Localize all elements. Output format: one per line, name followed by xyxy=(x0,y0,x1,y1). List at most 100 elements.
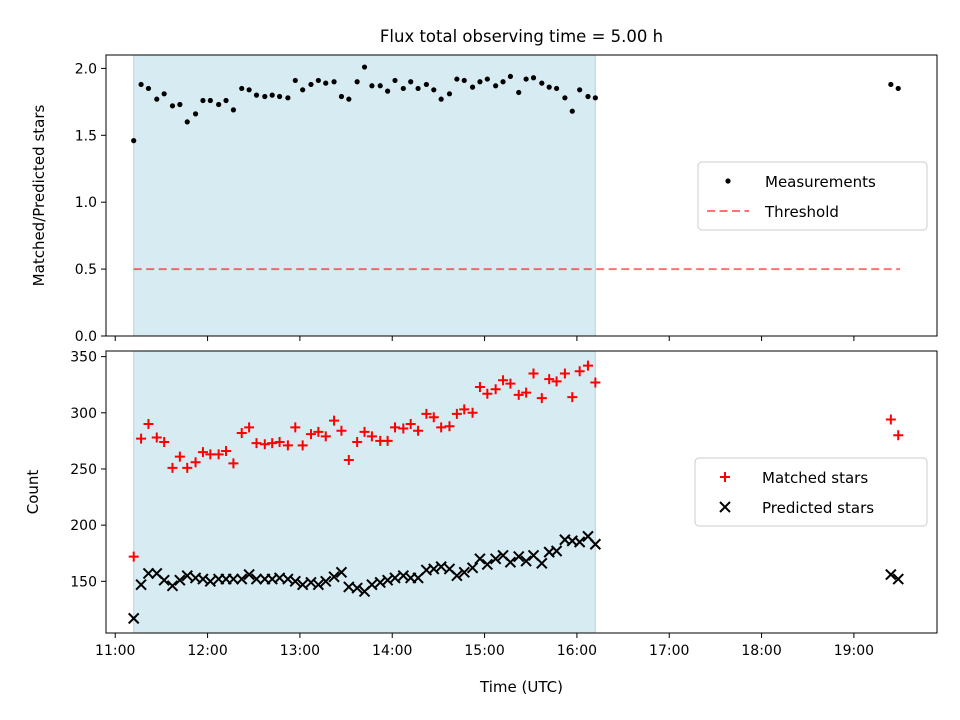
measurement-point xyxy=(315,77,321,84)
predicted-star-point xyxy=(435,561,447,573)
y-tick-label: 0.0 xyxy=(75,329,97,345)
legend: Matched stars Predicted stars xyxy=(694,457,928,527)
matched-star-point xyxy=(136,433,147,444)
measurement-point xyxy=(500,79,506,85)
legend-box xyxy=(697,161,928,231)
x-axis-label: Time (UTC) xyxy=(479,678,563,696)
measurement-point xyxy=(454,76,460,82)
predicted-star-point xyxy=(282,573,294,585)
measurement-point xyxy=(308,81,314,88)
measurement-point xyxy=(285,95,291,101)
measurement-point xyxy=(431,87,437,93)
y-tick-label: 2.0 xyxy=(75,61,97,77)
measurement-point xyxy=(400,85,406,92)
predicted-star-point xyxy=(204,575,217,588)
x-tick-label: 19:00 xyxy=(834,643,874,659)
matched-star-point xyxy=(236,428,247,439)
matched-star-point xyxy=(405,419,416,430)
matched-star-point xyxy=(413,425,424,436)
observing-span xyxy=(133,55,596,336)
matched-star-point xyxy=(590,377,601,388)
measurement-point xyxy=(223,97,229,104)
measurement-point xyxy=(177,101,183,108)
predicted-star-point xyxy=(428,563,440,575)
measurement-point xyxy=(469,84,476,90)
x-tick-label: 12:00 xyxy=(187,643,227,659)
measurement-point xyxy=(346,96,352,102)
measurement-point xyxy=(292,77,298,84)
measurement-point xyxy=(369,83,375,89)
predicted-star-point xyxy=(489,553,502,565)
measurement-point xyxy=(539,80,545,86)
y-tick-label: 1.0 xyxy=(75,195,97,211)
y-axis-label: Count xyxy=(24,470,42,515)
matched-star-point xyxy=(366,431,377,442)
matched-star-point xyxy=(567,392,578,403)
measurement-point xyxy=(546,84,552,90)
measurement-point xyxy=(377,83,383,89)
predicted-star-point xyxy=(335,566,348,579)
matched-star-point xyxy=(320,431,331,442)
legend-label: Matched stars xyxy=(762,469,868,487)
matched-star-point xyxy=(190,457,201,468)
matched-star-point xyxy=(336,425,347,436)
matched-star-point xyxy=(197,447,208,458)
predicted-star-point xyxy=(466,562,479,574)
x-tick-label: 15:00 xyxy=(464,643,504,659)
measurement-point xyxy=(131,138,137,144)
legend-marker-plus xyxy=(720,472,730,482)
measurement-point xyxy=(276,93,283,100)
matched-star-point xyxy=(228,458,239,469)
predicted-star-point xyxy=(374,576,386,589)
predicted-star-point xyxy=(142,567,155,580)
series-predicted-stars xyxy=(127,530,904,625)
x-tick-label: 17:00 xyxy=(649,643,689,659)
matched-star-point xyxy=(474,381,485,392)
measurement-point xyxy=(300,87,306,93)
matched-star-point xyxy=(482,388,493,399)
matched-star-point xyxy=(436,422,447,433)
predicted-star-point xyxy=(481,558,494,571)
matched-star-point xyxy=(267,438,278,449)
measurement-point xyxy=(207,97,213,104)
matched-star-point xyxy=(128,551,139,562)
y-tick-label: 1.5 xyxy=(75,128,97,144)
legend-label: Measurements xyxy=(765,173,876,191)
predicted-star-point xyxy=(589,538,602,550)
measurement-point xyxy=(477,79,483,85)
predicted-star-point xyxy=(474,553,486,565)
measurement-point xyxy=(161,91,167,97)
matched-star-point xyxy=(313,426,324,437)
legend-marker-dot xyxy=(725,178,731,184)
matched-star-point xyxy=(143,419,154,430)
series-measurements xyxy=(131,64,901,144)
matched-star-point xyxy=(513,389,524,400)
matched-star-point xyxy=(528,368,539,379)
matched-star-point xyxy=(428,412,439,423)
measurement-point xyxy=(895,85,901,92)
series-matched-stars xyxy=(128,360,904,562)
legend-label: Threshold xyxy=(764,203,839,221)
measurement-point xyxy=(415,85,421,92)
measurement-point xyxy=(888,81,894,88)
measurement-point xyxy=(585,93,591,100)
matched-star-point xyxy=(398,423,409,434)
predicted-star-point xyxy=(328,571,340,583)
measurement-point xyxy=(553,85,560,92)
predicted-star-point xyxy=(504,556,517,568)
x-tick-label: 16:00 xyxy=(557,643,597,659)
matched-star-point xyxy=(451,408,462,419)
legend: Measurements Threshold xyxy=(697,161,928,231)
matched-star-point xyxy=(559,368,570,379)
matched-star-point xyxy=(297,440,308,451)
measurement-point xyxy=(230,107,237,113)
measurement-point xyxy=(154,96,160,102)
predicted-star-point xyxy=(197,573,209,585)
matched-star-point xyxy=(490,384,501,395)
ratio-panel: 0.0 0.5 1.0 1.5 2.0 Matched/Predicted stars Me… xyxy=(30,54,938,345)
predicted-star-point xyxy=(312,578,325,591)
measurement-point xyxy=(216,101,222,108)
predicted-star-point xyxy=(243,568,255,581)
y-tick-label: 150 xyxy=(70,574,97,590)
